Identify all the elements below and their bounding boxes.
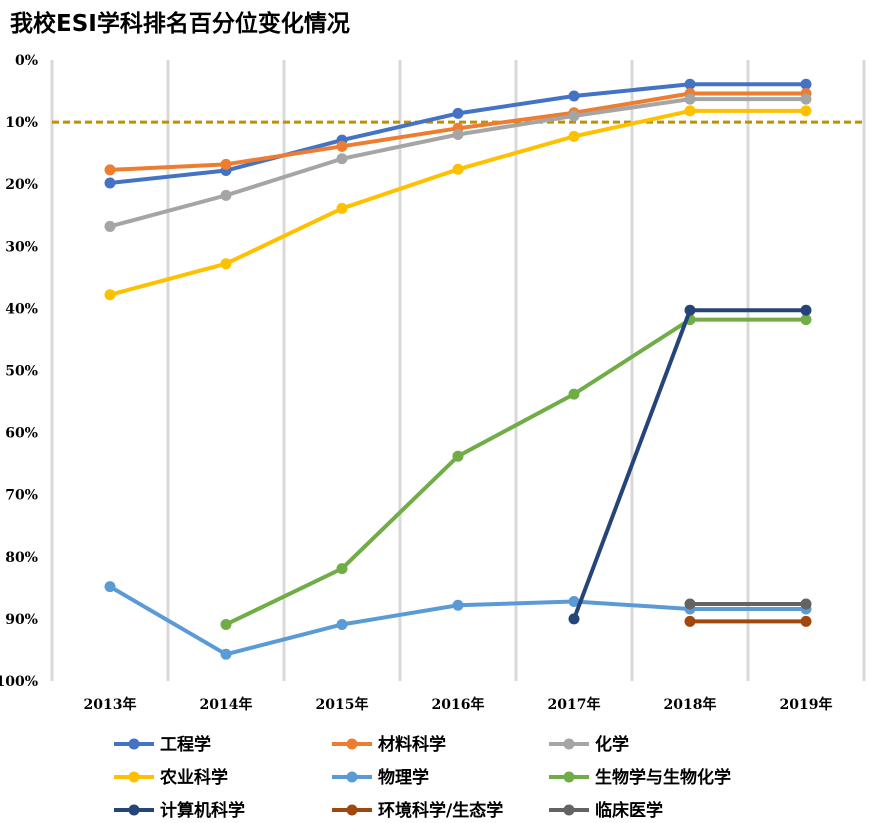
data-point [336, 618, 348, 630]
data-point [104, 164, 116, 176]
data-point [568, 110, 580, 122]
data-point [568, 130, 580, 142]
data-point [104, 177, 116, 189]
y-tick-label: 60% [5, 426, 38, 442]
legend-label: 生物学与生物化学 [595, 767, 731, 788]
data-point [104, 289, 116, 301]
data-point [336, 202, 348, 214]
data-point [684, 598, 696, 610]
legend-swatch-marker [346, 771, 358, 783]
legend-swatch-marker [346, 804, 358, 816]
chart-title: 我校ESI学科排名百分位变化情况 [10, 11, 350, 37]
data-point [452, 129, 464, 141]
x-tick-label: 2015年 [316, 696, 369, 713]
data-point [800, 615, 812, 627]
y-tick-label: 20% [5, 177, 38, 193]
legend-label: 工程学 [160, 734, 211, 755]
legend-label: 化学 [595, 734, 629, 755]
series-group [684, 598, 812, 610]
data-point [800, 93, 812, 105]
series-line [224, 317, 808, 627]
series-line [572, 308, 808, 621]
legend-item: 化学 [549, 734, 629, 755]
x-tick-label: 2013年 [84, 696, 137, 713]
data-point [452, 163, 464, 175]
data-point [336, 153, 348, 165]
data-point [220, 158, 232, 170]
data-point [800, 598, 812, 610]
x-tick-label: 2017年 [548, 696, 601, 713]
series-group [568, 304, 812, 625]
data-point [220, 258, 232, 270]
legend-item: 生物学与生物化学 [549, 767, 731, 788]
y-tick-label: 90% [5, 612, 38, 628]
data-point [800, 314, 812, 326]
data-point [336, 563, 348, 575]
legend-swatch-marker [128, 738, 140, 750]
x-tick-label: 2016年 [432, 696, 485, 713]
legend-label: 临床医学 [595, 800, 663, 821]
data-point [568, 613, 580, 625]
legend-item: 物理学 [332, 767, 429, 788]
data-point [800, 78, 812, 90]
y-tick-label: 80% [5, 550, 38, 566]
y-tick-label: 50% [5, 364, 38, 380]
legend-label: 农业科学 [159, 767, 228, 788]
legend-item: 农业科学 [114, 767, 228, 788]
x-axis-ticks: 2013年 2014年 2015年 2016年 2017年 2018年 2019年 [84, 696, 833, 713]
data-point [336, 140, 348, 152]
data-point [104, 220, 116, 232]
data-point [684, 615, 696, 627]
data-point [452, 599, 464, 611]
legend-item: 计算机科学 [114, 800, 245, 821]
data-point [684, 78, 696, 90]
gridlines [50, 60, 866, 681]
x-tick-label: 2019年 [780, 696, 833, 713]
legend-label: 计算机科学 [160, 800, 245, 821]
data-point [684, 105, 696, 117]
legend-item: 环境科学/生态学 [332, 800, 503, 821]
legend-label: 材料科学 [378, 734, 446, 755]
legend-swatch-marker [128, 771, 140, 783]
data-point [220, 189, 232, 201]
data-point [684, 93, 696, 105]
series-group [684, 615, 812, 627]
data-point [452, 450, 464, 462]
y-tick-label: 30% [5, 239, 38, 255]
legend-label: 物理学 [378, 767, 429, 788]
series-layer [104, 78, 812, 660]
data-point [568, 388, 580, 400]
y-tick-label: 10% [5, 115, 38, 131]
y-tick-label: 40% [5, 301, 38, 317]
y-tick-label: 0% [15, 53, 38, 69]
legend-swatch-marker [346, 738, 358, 750]
legend-swatch-marker [563, 771, 575, 783]
y-axis-ticks: 0% 10% 20% 30% 40% 50% 60% 70% 80% 90% 100% [0, 53, 38, 690]
data-point [684, 304, 696, 316]
data-point [220, 618, 232, 630]
legend-swatch-marker [563, 804, 575, 816]
y-tick-label: 70% [5, 488, 38, 504]
x-tick-label: 2018年 [664, 696, 717, 713]
data-point [452, 107, 464, 119]
legend-swatch-marker [563, 738, 575, 750]
y-tick-label: 100% [0, 674, 38, 690]
data-point [220, 648, 232, 660]
legend-item: 临床医学 [549, 800, 663, 821]
data-point [104, 581, 116, 593]
data-point [568, 90, 580, 102]
data-point [800, 105, 812, 117]
series-group [104, 105, 812, 301]
legend-item: 工程学 [114, 734, 211, 755]
legend-label: 环境科学/生态学 [378, 800, 503, 821]
data-point [568, 596, 580, 608]
legend-swatch-marker [128, 804, 140, 816]
x-tick-label: 2014年 [200, 696, 253, 713]
series-group [104, 93, 812, 232]
legend-item: 材料科学 [332, 734, 446, 755]
data-point [800, 304, 812, 316]
